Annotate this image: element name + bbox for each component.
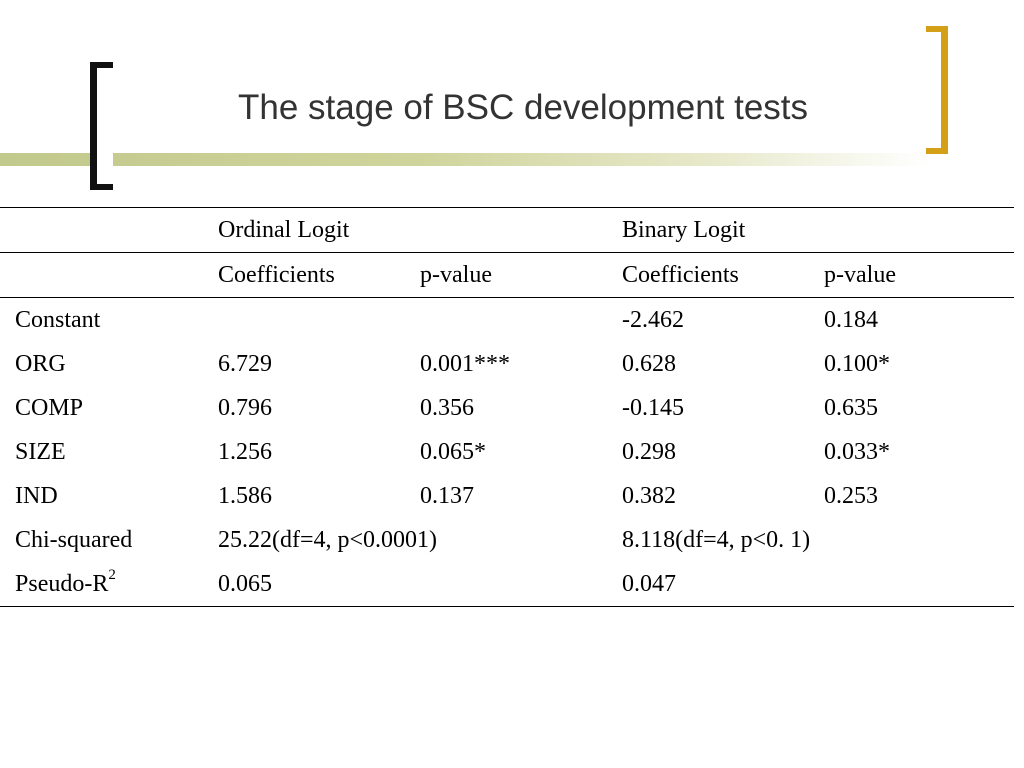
table-header-row-stats: Coefficients p-value Coefficients p-valu… <box>0 252 1014 298</box>
binary-p-value: 0.100* <box>824 350 890 377</box>
table-row-pseudo-r2: Pseudo-R2 0.065 0.047 <box>0 562 1014 607</box>
row-label: SIZE <box>15 438 66 465</box>
ordinal-coefficient <box>203 298 405 343</box>
table-row: SIZE 1.256 0.065* 0.298 0.033* <box>0 430 1014 474</box>
binary-coefficient: 0.298 <box>622 438 676 465</box>
table-header-row-models: Ordinal Logit Binary Logit <box>0 207 1014 253</box>
row-label-pseudo-r2: Pseudo-R2 <box>0 562 203 607</box>
title-accent-bar <box>0 153 930 166</box>
header-ordinal-logit: Ordinal Logit <box>203 207 405 253</box>
table-row-chi-squared: Chi-squared 25.22(df=4, p<0.0001) 8.118(… <box>0 518 1014 562</box>
table-row: COMP 0.796 0.356 -0.145 0.635 <box>0 386 1014 430</box>
header-binary-p-value: p-value <box>809 252 1014 298</box>
left-bracket-decoration <box>90 62 113 190</box>
ordinal-chi-squared: 25.22(df=4, p<0.0001) <box>218 526 438 553</box>
binary-coefficient: -0.145 <box>622 394 684 421</box>
ordinal-coefficient: 6.729 <box>218 350 272 377</box>
ordinal-p-value: 0.001*** <box>420 350 510 377</box>
binary-coefficient: -2.462 <box>622 306 684 333</box>
table-row: IND 1.586 0.137 0.382 0.253 <box>0 474 1014 518</box>
row-label: ORG <box>15 350 66 377</box>
row-label: Chi-squared <box>15 526 133 553</box>
table-row: Constant -2.462 0.184 <box>0 298 1014 343</box>
superscript-two: 2 <box>108 566 116 583</box>
ordinal-pseudo-r2: 0.065 <box>203 562 607 607</box>
header-cell <box>0 207 203 253</box>
header-cell <box>405 207 607 253</box>
binary-pseudo-r2: 0.047 <box>607 562 1014 607</box>
ordinal-coefficient: 1.256 <box>218 438 272 465</box>
binary-chi-squared: 8.118(df=4, p<0. 1) <box>622 526 811 553</box>
slide-title: The stage of BSC development tests <box>238 88 809 127</box>
ordinal-coefficient: 1.586 <box>218 482 272 509</box>
header-ordinal-p-value: p-value <box>405 252 607 298</box>
ordinal-coefficient: 0.796 <box>218 394 272 421</box>
row-label: COMP <box>15 394 84 421</box>
binary-p-value: 0.635 <box>824 394 878 421</box>
binary-p-value: 0.184 <box>824 306 878 333</box>
row-label: Constant <box>15 306 101 333</box>
pseudo-r-label: Pseudo-R <box>15 570 109 597</box>
binary-coefficient: 0.628 <box>622 350 676 377</box>
binary-coefficient: 0.382 <box>622 482 676 509</box>
ordinal-p-value: 0.065* <box>420 438 486 465</box>
ordinal-p-value <box>405 298 607 343</box>
binary-p-value: 0.253 <box>824 482 878 509</box>
ordinal-p-value: 0.356 <box>420 394 474 421</box>
table-row: ORG 6.729 0.001*** 0.628 0.100* <box>0 342 1014 386</box>
results-table: Ordinal Logit Binary Logit Coefficients … <box>0 207 1014 607</box>
header-cell <box>0 252 203 298</box>
header-cell <box>809 207 1014 253</box>
ordinal-p-value: 0.137 <box>420 482 474 509</box>
row-label: IND <box>15 482 58 509</box>
binary-p-value: 0.033* <box>824 438 890 465</box>
header-binary-coefficients: Coefficients <box>607 252 809 298</box>
right-bracket-decoration <box>926 26 948 154</box>
header-ordinal-coefficients: Coefficients <box>203 252 405 298</box>
header-binary-logit: Binary Logit <box>607 207 809 253</box>
